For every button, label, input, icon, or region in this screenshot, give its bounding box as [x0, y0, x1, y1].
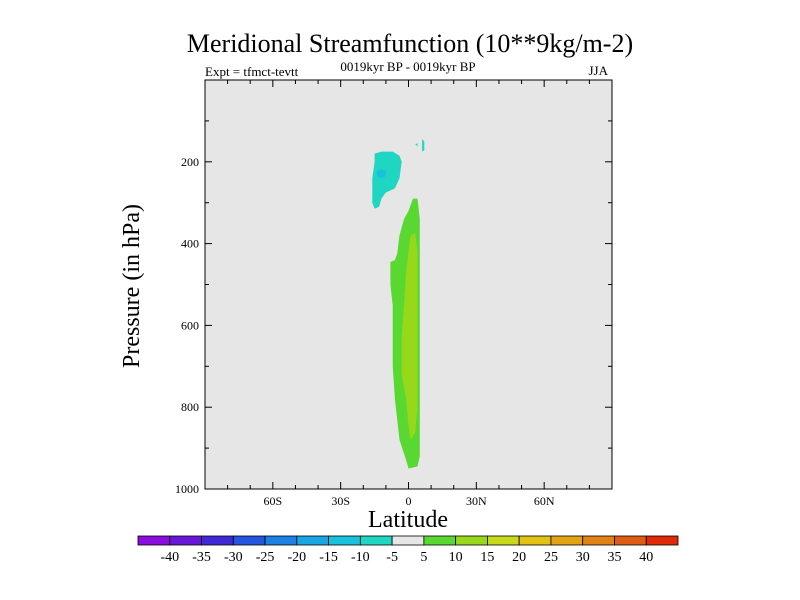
colorbar-box: [614, 535, 647, 546]
center-annotation: 0019kyr BP - 0019kyr BP: [340, 59, 475, 74]
colorbar-box: [391, 535, 425, 546]
colorbar-label: -40: [160, 550, 179, 565]
y-tick-label: 200: [181, 155, 199, 169]
colorbar-box: [137, 535, 171, 546]
colorbar-label: 25: [544, 550, 558, 565]
contour-region-3: [415, 143, 418, 147]
colorbar-label: 10: [449, 550, 463, 565]
colorbar-box: [518, 535, 552, 546]
x-axis-label: Latitude: [368, 507, 448, 533]
colorbar-label: -10: [351, 550, 370, 565]
y-axis-label: Pressure (in hPa): [119, 204, 145, 368]
right-annotation: JJA: [588, 63, 608, 78]
left-annotation: Expt = tfmct-tevtt: [205, 64, 299, 79]
colorbar-box: [645, 535, 679, 546]
colorbar-label: -35: [192, 550, 211, 565]
colorbar-box: [455, 535, 488, 546]
colorbar-box: [169, 535, 202, 546]
colorbar-box: [550, 535, 584, 546]
colorbar-label: 5: [420, 550, 427, 565]
colorbar-box: [232, 535, 266, 546]
colorbar-label: 15: [480, 550, 494, 565]
colorbar-label: -5: [386, 550, 398, 565]
x-tick-label: 30N: [466, 494, 487, 508]
x-axis: 60S 30S 0 30N 60N: [227, 80, 590, 508]
x-tick-label: 60S: [263, 494, 282, 508]
colorbar-box: [201, 535, 234, 546]
contour-region-5: [401, 233, 418, 440]
colorbar-label: 20: [512, 550, 526, 565]
x-tick-label: 0: [406, 494, 412, 508]
colorbar-box: [328, 535, 361, 546]
y-tick-label: 400: [181, 237, 199, 251]
chart-title: Meridional Streamfunction (10**9kg/m-2): [187, 29, 633, 58]
x-tick-label: 60N: [534, 494, 555, 508]
y-tick-label: 800: [181, 400, 199, 414]
colorbar-label: -15: [319, 550, 338, 565]
contour-region-2: [422, 139, 425, 152]
colorbar-label: 35: [607, 550, 621, 565]
colorbar-label: -20: [287, 550, 306, 565]
colorbar-box: [296, 535, 329, 546]
colorbar-label: 40: [639, 550, 653, 565]
y-tick-label: 1000: [175, 482, 199, 496]
y-axis: 200 400 600 800 1000: [175, 120, 612, 496]
contour-regions: [372, 139, 425, 469]
y-tick-label: 600: [181, 318, 199, 332]
colorbar-box: [359, 535, 393, 546]
colorbar-box: [423, 535, 457, 546]
x-tick-label: 30S: [331, 494, 350, 508]
colorbar: -40 -35 -30 -25 -20 -15 -10 -5 5 10 15 20 25 30 35 40: [137, 535, 679, 565]
contour-region-0: [372, 151, 402, 209]
colorbar-label: -25: [256, 550, 275, 565]
colorbar-label: -30: [224, 550, 243, 565]
colorbar-label: 30: [576, 550, 590, 565]
colorbar-box: [582, 535, 615, 546]
contour-region-1: [376, 169, 386, 179]
colorbar-box: [264, 535, 298, 546]
colorbar-box: [487, 535, 520, 546]
